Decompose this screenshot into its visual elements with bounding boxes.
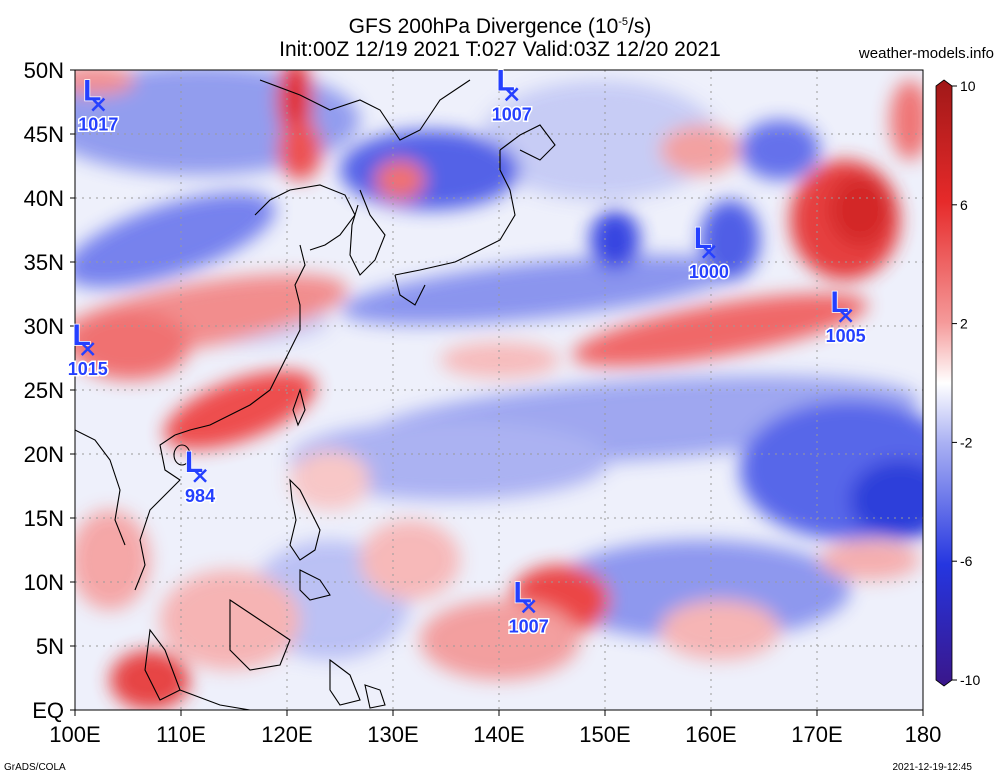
lon-label: 140E: [473, 722, 524, 747]
low-pressure-value: 1017: [78, 115, 118, 135]
low-center: L 1007: [507, 576, 550, 638]
lat-label: 10N: [24, 570, 64, 595]
colorbar-labels: 10 6 2 -2 -6 -10: [952, 78, 980, 688]
low-letter: L: [694, 222, 712, 255]
lon-label: 130E: [367, 722, 418, 747]
colorbar-label: 2: [960, 316, 968, 332]
lon-label: 180: [905, 722, 942, 747]
colorbar-label: -10: [960, 672, 980, 688]
lon-label: 160E: [685, 722, 736, 747]
site-name: weather-models.info: [858, 45, 994, 62]
low-pressure-value: 1005: [826, 326, 866, 346]
low-letter: L: [514, 576, 532, 609]
low-letter: L: [83, 75, 101, 108]
low-x-mark: [521, 599, 536, 614]
low-x-mark: [80, 342, 95, 356]
lat-label: 15N: [24, 506, 64, 531]
lat-label: 25N: [24, 378, 64, 403]
low-pressure-value: 984: [185, 486, 215, 506]
low-letter: L: [830, 286, 848, 319]
colorbar-label: -6: [960, 553, 973, 569]
low-x-mark: [91, 97, 106, 112]
footer-credit: GrADS/COLA: [4, 762, 66, 773]
lat-label: 45N: [24, 122, 64, 147]
low-pressure-value: 1007: [509, 616, 549, 636]
divergence-field: [75, 70, 923, 710]
lon-label: 100E: [49, 722, 100, 747]
low-pressure-value: 1000: [689, 262, 729, 282]
colorbar-label: 10: [960, 78, 976, 94]
coastlines: [75, 79, 556, 710]
lat-label: 20N: [24, 442, 64, 467]
longitude-axis: 100E 110E 120E 130E 140E 150E 160E 170E 180: [49, 710, 941, 747]
lat-label: 5N: [36, 634, 64, 659]
colorbar: 10 6 2 -2 -6 -10: [935, 78, 980, 688]
low-x-mark: [701, 244, 716, 259]
low-center: L 1000: [687, 221, 730, 283]
low-x-mark: [193, 468, 207, 483]
low-pressure-value: 1015: [68, 359, 108, 379]
low-letter: L: [185, 446, 203, 479]
latitude-axis: 50N 45N 40N 35N 30N 25N 20N 15N 10N 5N EQ: [24, 58, 75, 723]
low-center: L 1007: [490, 64, 533, 126]
lat-label: 30N: [24, 314, 64, 339]
map-title: GFS 200hPa Divergence (10-5/s): [348, 15, 652, 38]
low-center: L 1015: [66, 318, 109, 380]
lon-label: 150E: [579, 722, 630, 747]
grid-lines: [75, 70, 923, 710]
lon-label: 120E: [261, 722, 312, 747]
colorbar-ramp: [935, 79, 953, 687]
low-center: L 1005: [824, 285, 867, 347]
low-x-mark: [504, 87, 519, 102]
low-pressure-value: 1007: [492, 104, 532, 124]
colorbar-label: -2: [960, 434, 973, 450]
lon-label: 170E: [791, 722, 842, 747]
low-letter: L: [497, 64, 515, 97]
colorbar-label: 6: [960, 197, 968, 213]
low-letter: L: [73, 319, 91, 352]
lat-label: EQ: [32, 698, 64, 723]
lat-label: 40N: [24, 186, 64, 211]
map-subtitle: Init:00Z 12/19 2021 T:027 Valid:03Z 12/2…: [279, 38, 721, 61]
low-center: L 1017: [77, 74, 120, 136]
lat-label: 50N: [24, 58, 64, 83]
lat-label: 35N: [24, 250, 64, 275]
low-x-mark: [838, 308, 853, 323]
low-pressure-markers: L 1017 L 1007 L 1000 L 1005 L 1015 L 984 L 1007: [66, 64, 867, 638]
low-center: L 984: [184, 445, 217, 507]
lon-label: 110E: [156, 722, 206, 747]
footer-timestamp: 2021-12-19-12:45: [892, 762, 972, 773]
